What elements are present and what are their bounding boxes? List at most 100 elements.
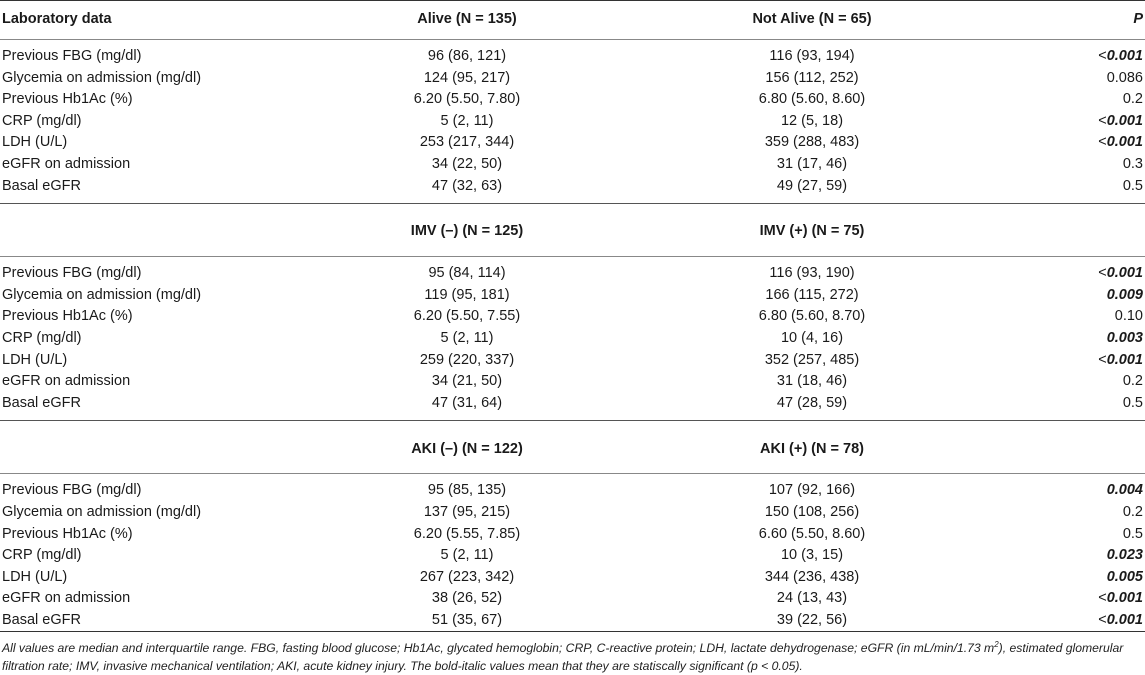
- value-group-2: 39 (22, 56): [612, 609, 1012, 633]
- row-label: Glycemia on admission (mg/dl): [2, 286, 202, 303]
- value-group-2: 47 (28, 59): [776, 394, 848, 411]
- p-value-cell: <0.001: [1012, 350, 1145, 372]
- p-value-cell: 0.2: [1012, 502, 1145, 524]
- value-group-2: 49 (27, 59): [776, 177, 848, 194]
- row-label: Glycemia on admission (mg/dl): [2, 69, 202, 86]
- value-group-1: 96 (86, 121): [427, 48, 507, 64]
- p-value-cell: 0.005: [1012, 567, 1145, 589]
- value-group-1: 6.20 (5.50, 7.55): [413, 308, 521, 325]
- row-label: CRP (mg/dl): [2, 329, 82, 346]
- row-label: eGFR on admission: [2, 155, 131, 172]
- p-value-cell: <0.001: [1012, 609, 1145, 633]
- table-body: Laboratory data Alive (N = 135) Not Alive …: [0, 0, 1145, 633]
- value-group-1: 5 (2, 11): [440, 329, 494, 346]
- footnote-text-part1: All values are median and interquartile …: [2, 641, 995, 656]
- p-value-significant: 0.003: [1106, 329, 1143, 346]
- value-group-2: 12 (5, 18): [780, 112, 844, 129]
- p-value: 0.5: [1122, 177, 1143, 194]
- value-group-2: 156 (112, 252): [765, 69, 859, 86]
- p-value-significant: 0.001: [1106, 48, 1143, 64]
- row-label: Basal eGFR: [0, 609, 322, 633]
- laboratory-data-table: Laboratory data Alive (N = 135) Not Alive …: [0, 0, 1145, 633]
- row-label: Previous FBG (mg/dl): [2, 482, 142, 499]
- row-label: Previous FBG (mg/dl): [2, 265, 142, 282]
- table-row: CRP (mg/dl) 5 (2, 11) 12 (5, 18) <0.001: [0, 111, 1145, 133]
- p-value-prefix: <: [1098, 265, 1107, 282]
- table-row: Glycemia on admission (mg/dl) 119 (95, 18…: [0, 285, 1145, 307]
- divider-line: [0, 473, 1145, 475]
- value-group-1: 137 (95, 215): [423, 503, 511, 520]
- value-group-1: 267 (223, 342): [419, 568, 515, 585]
- value-group-2: 31 (17, 46): [776, 155, 848, 172]
- row-label: CRP (mg/dl): [2, 547, 82, 564]
- p-value-significant: 0.001: [1106, 590, 1143, 607]
- p-value-significant: 0.001: [1106, 112, 1143, 129]
- p-value: 0.2: [1122, 373, 1143, 390]
- table-row: Glycemia on admission (mg/dl) 137 (95, 21…: [0, 502, 1145, 524]
- value-group-1: 95 (85, 135): [427, 482, 507, 499]
- column-header-group-2: Not Alive (N = 65): [612, 0, 1012, 39]
- p-value-prefix: <: [1098, 134, 1107, 151]
- p-value-cell: 0.10: [1012, 306, 1145, 328]
- row-label: Glycemia on admission (mg/dl): [2, 503, 202, 520]
- table-row: Basal eGFR 47 (31, 64) 47 (28, 59) 0.5: [0, 393, 1145, 415]
- column-header-group-1: AKI (–) (N = 122): [322, 420, 612, 474]
- row-label: eGFR on admission: [2, 590, 131, 607]
- p-value-cell: 0.009: [1012, 285, 1145, 307]
- column-header-group-2: IMV (+) (N = 75): [612, 203, 1012, 257]
- table-footnote: All values are median and interquartile …: [0, 632, 1144, 675]
- p-value-significant: 0.004: [1106, 482, 1143, 499]
- row-label: Previous FBG (mg/dl): [2, 48, 142, 64]
- group-header-spacer: [1012, 420, 1145, 474]
- p-value-cell: 0.003: [1012, 328, 1145, 350]
- p-value-significant: 0.001: [1106, 134, 1143, 151]
- column-header-laboratory-data: Laboratory data: [0, 0, 322, 39]
- column-header-group-1: IMV (–) (N = 125): [322, 203, 612, 257]
- table-row: Previous FBG (mg/dl) 96 (86, 121) 116 (93,…: [0, 46, 1145, 68]
- table-row: CRP (mg/dl) 5 (2, 11) 10 (3, 15) 0.023: [0, 545, 1145, 567]
- value-group-2: 352 (257, 485): [764, 351, 860, 368]
- value-group-1: 5 (2, 11): [440, 112, 494, 129]
- value-group-1: 34 (21, 50): [431, 373, 503, 390]
- p-value-cell: 0.5: [1012, 393, 1145, 415]
- group-header-row: Laboratory data Alive (N = 135) Not Alive …: [0, 0, 1145, 39]
- value-group-1: 124 (95, 217): [423, 69, 511, 86]
- value-group-1: 38 (26, 52): [431, 590, 503, 607]
- table-row: eGFR on admission 34 (22, 50) 31 (17, 46) 0…: [0, 154, 1145, 176]
- p-value-cell: 0.2: [1012, 371, 1145, 393]
- p-value-significant: 0.001: [1106, 611, 1143, 628]
- value-group-2: 6.80 (5.60, 8.70): [758, 308, 866, 325]
- table-row: LDH (U/L) 253 (217, 344) 359 (288, 483) <0.…: [0, 132, 1145, 154]
- value-group-2: 10 (3, 15): [780, 547, 844, 564]
- p-value: 0.086: [1106, 69, 1143, 86]
- value-group-1: 47 (31, 64): [431, 394, 503, 411]
- p-value-prefix: <: [1098, 611, 1107, 628]
- p-value-significant: 0.009: [1106, 286, 1143, 303]
- p-value-cell: 0.5: [1012, 524, 1145, 546]
- p-value-significant: 0.001: [1106, 351, 1143, 368]
- table-row: CRP (mg/dl) 5 (2, 11) 10 (4, 16) 0.003: [0, 328, 1145, 350]
- divider-line: [0, 256, 1145, 257]
- column-header-group-1: Alive (N = 135): [322, 0, 612, 39]
- header-divider: [0, 473, 1145, 475]
- row-label: eGFR on admission: [2, 373, 131, 390]
- value-group-2: 116 (93, 194): [769, 48, 855, 64]
- table-row: Previous Hb1Ac (%) 6.20 (5.50, 7.55) 6.80 …: [0, 306, 1145, 328]
- value-group-1: 119 (95, 181): [424, 286, 510, 303]
- value-group-2: 107 (92, 166): [768, 482, 856, 499]
- p-value: 0.2: [1122, 503, 1143, 520]
- p-value: 0.5: [1122, 394, 1143, 411]
- header-divider: [0, 39, 1145, 40]
- row-label: Basal eGFR: [2, 394, 81, 411]
- divider-line: [0, 39, 1145, 40]
- p-value-prefix: <: [1098, 590, 1107, 607]
- value-group-2: 24 (13, 43): [776, 590, 848, 607]
- value-group-2: 116 (93, 190): [769, 265, 855, 282]
- group-header-spacer: [1012, 203, 1145, 257]
- table-row: Previous Hb1Ac (%) 6.20 (5.50, 7.80) 6.80 …: [0, 89, 1145, 111]
- p-value-cell: 0.5: [1012, 176, 1145, 198]
- table-row: Previous Hb1Ac (%) 6.20 (5.55, 7.85) 6.60 …: [0, 524, 1145, 546]
- table-row: LDH (U/L) 267 (223, 342) 344 (236, 438) 0.0…: [0, 567, 1145, 589]
- row-label: CRP (mg/dl): [2, 112, 82, 129]
